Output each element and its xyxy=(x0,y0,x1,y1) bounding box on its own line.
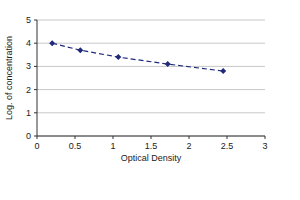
x-tick-label: 0 xyxy=(34,141,39,151)
data-point xyxy=(165,61,171,67)
grid-line xyxy=(37,43,265,44)
data-point xyxy=(77,47,83,53)
data-point xyxy=(220,68,226,74)
y-axis-label: Log. of concentration xyxy=(4,36,14,120)
chart-svg: 0 1 2 3 4 5 0 0.5 1 1.5 2 2.5 3 Optical Density Log. o… xyxy=(0,0,300,200)
grid-line xyxy=(37,89,265,90)
x-tick-label: 1.5 xyxy=(145,141,158,151)
y-tick-label: 4 xyxy=(26,38,31,48)
y-tick-label: 3 xyxy=(26,61,31,71)
data-point xyxy=(115,54,121,60)
x-tick-label: 1 xyxy=(110,141,115,151)
y-tick-label: 5 xyxy=(26,15,31,25)
x-axis-label: Optical Density xyxy=(121,153,182,163)
x-axis xyxy=(37,136,265,137)
x-tick-label: 3 xyxy=(262,141,267,151)
x-tick-label: 2.5 xyxy=(221,141,234,151)
y-tick-label: 0 xyxy=(26,131,31,141)
data-line xyxy=(52,43,223,71)
grid-line xyxy=(37,20,265,21)
x-tick-label: 0.5 xyxy=(69,141,82,151)
grid-line xyxy=(37,136,265,137)
y-axis xyxy=(37,20,38,136)
y-tick-label: 1 xyxy=(26,108,31,118)
plot-area xyxy=(49,40,226,74)
y-tick-label: 2 xyxy=(26,85,31,95)
grid-line xyxy=(37,112,265,113)
x-tick-label: 2 xyxy=(186,141,191,151)
data-point xyxy=(49,40,55,46)
grid-line xyxy=(37,66,265,67)
chart-container: 0 1 2 3 4 5 0 0.5 1 1.5 2 2.5 3 Optical Density Log. o… xyxy=(0,0,300,200)
